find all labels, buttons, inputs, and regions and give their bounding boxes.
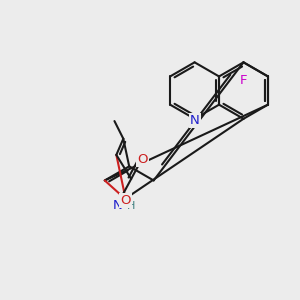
Text: H: H xyxy=(127,201,136,211)
Text: F: F xyxy=(240,74,247,87)
Text: O: O xyxy=(137,153,148,166)
Text: N: N xyxy=(190,114,200,127)
Text: N: N xyxy=(113,199,123,212)
Text: O: O xyxy=(121,194,131,207)
